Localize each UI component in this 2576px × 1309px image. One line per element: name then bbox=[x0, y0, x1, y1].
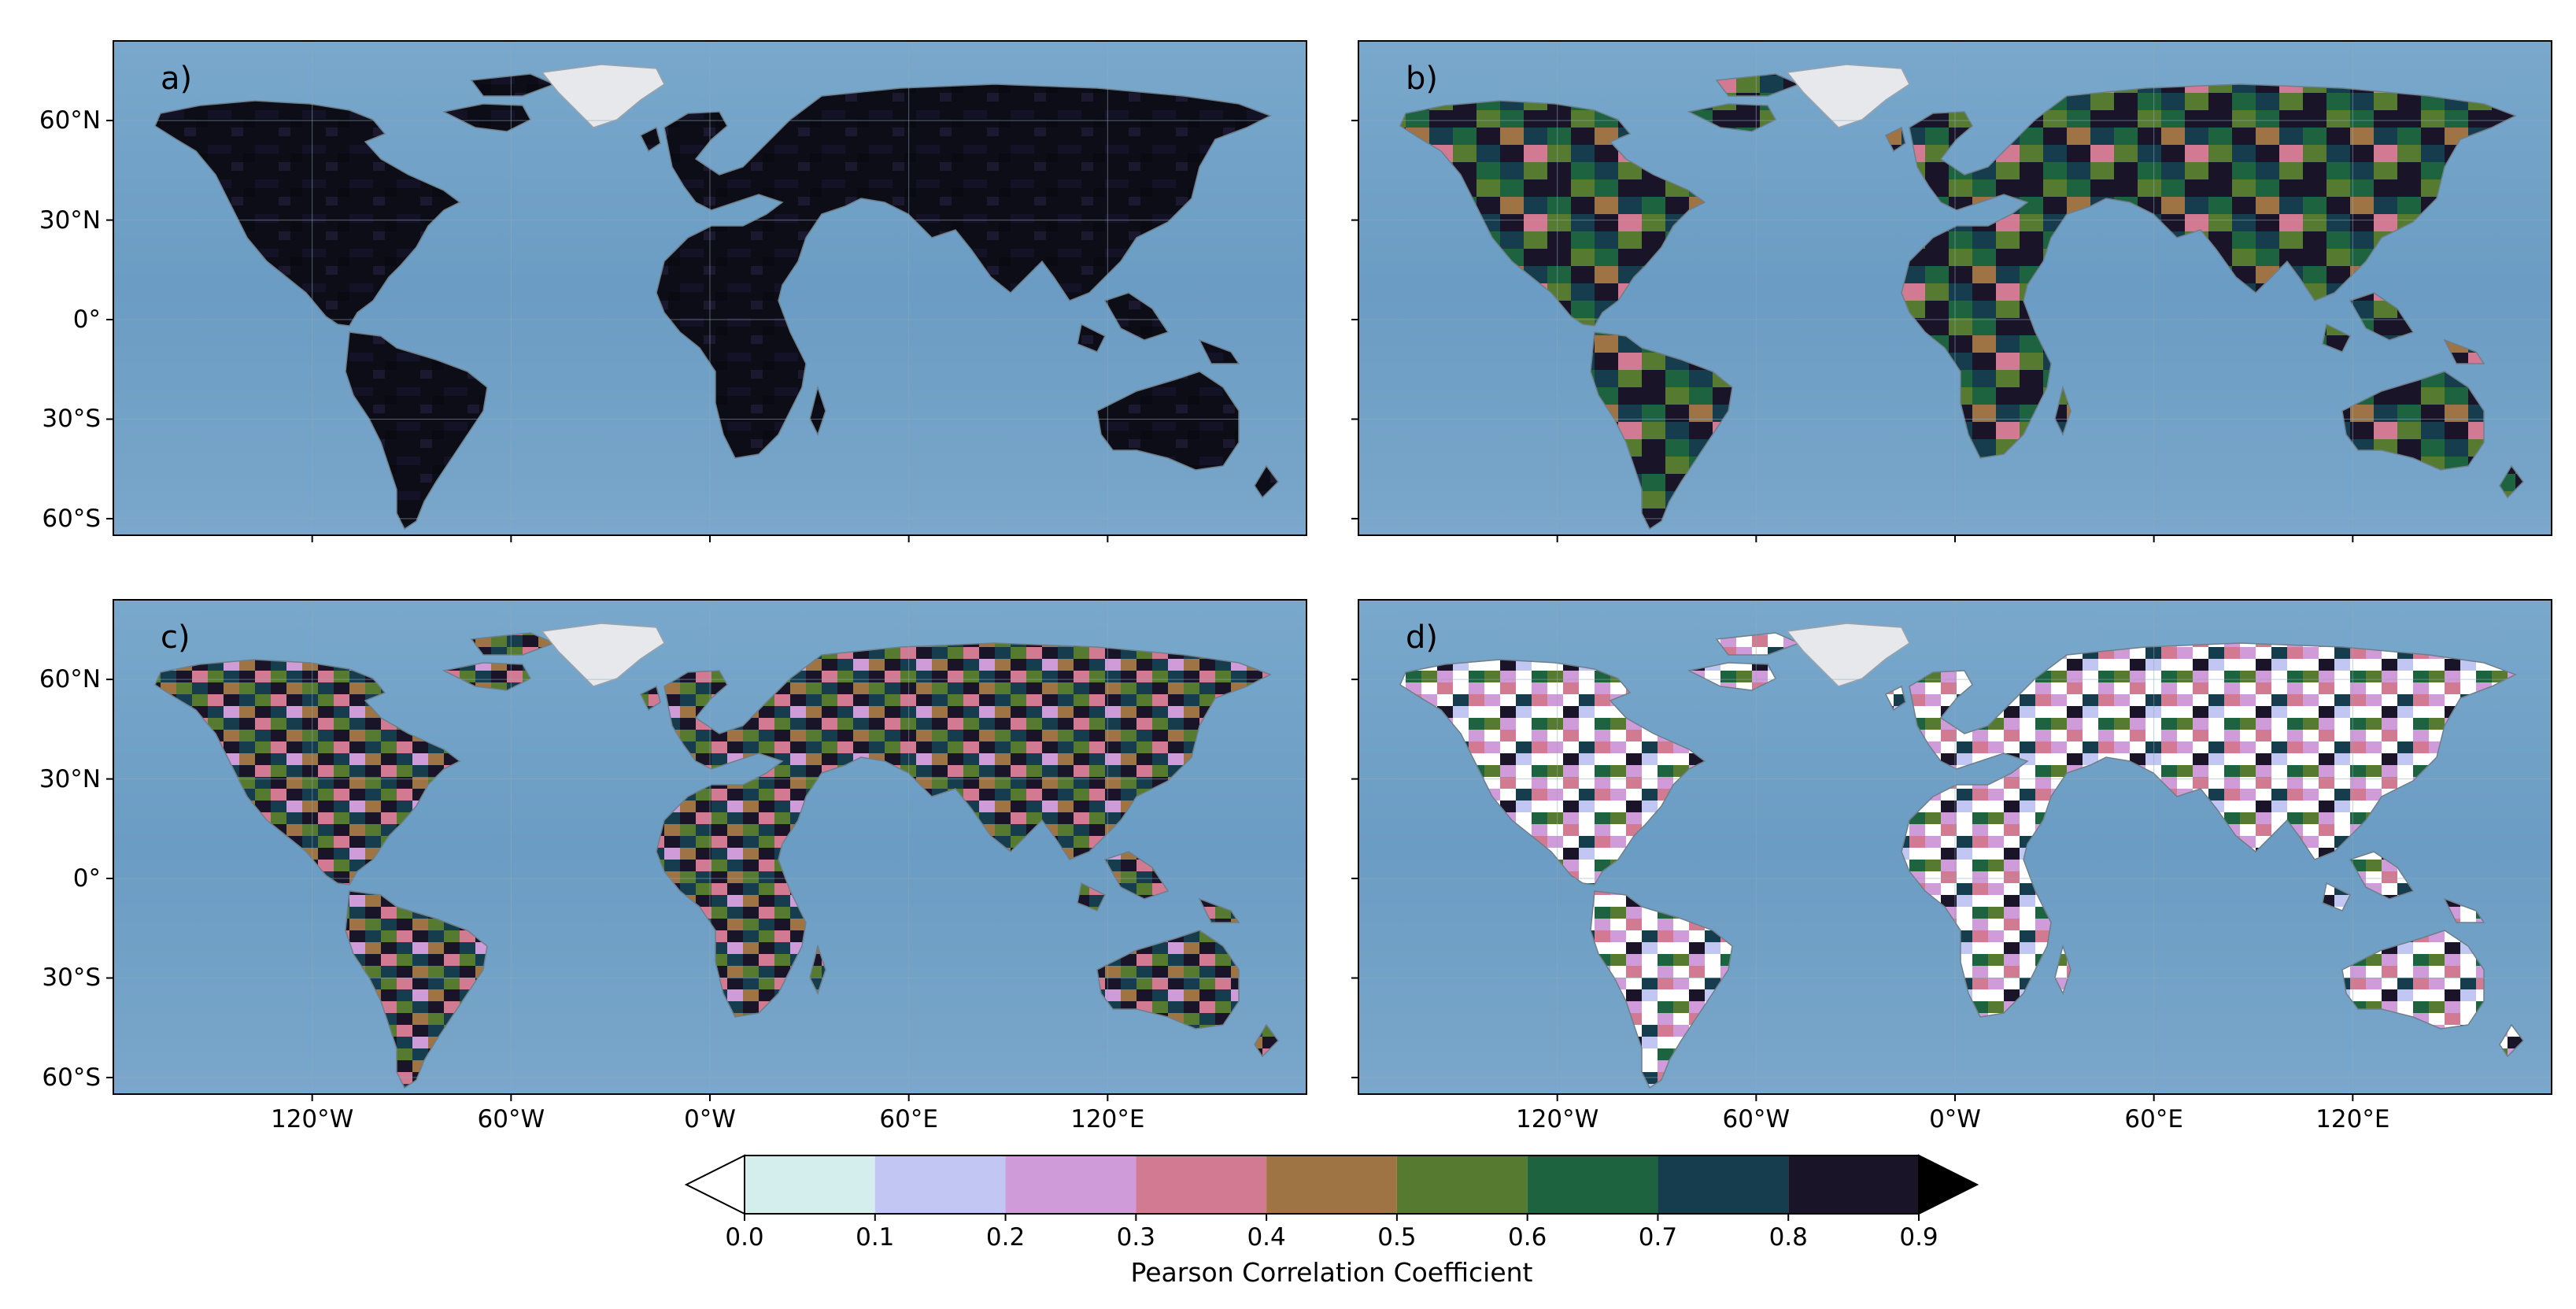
colorbar-bin bbox=[1396, 1156, 1528, 1214]
colorbar-tick-label: 0.2 bbox=[985, 1223, 1026, 1252]
lat-tick-label: 30°N bbox=[39, 205, 101, 235]
panel-label: a) bbox=[161, 61, 193, 97]
lon-tick-label: 120°E bbox=[1070, 1105, 1145, 1133]
lat-tick-label: 60°S bbox=[42, 504, 101, 533]
lat-tick-label: 0° bbox=[72, 864, 101, 893]
lat-tick-label: 0° bbox=[72, 305, 101, 335]
lat-tick-label: 60°N bbox=[39, 665, 101, 694]
panel-label: b) bbox=[1406, 61, 1438, 97]
lat-tick-label: 30°S bbox=[42, 405, 101, 434]
colorbar-bin bbox=[1658, 1156, 1789, 1214]
colorbar-tick-label: 0.6 bbox=[1508, 1223, 1547, 1252]
lon-tick-label: 0°W bbox=[684, 1105, 736, 1133]
colorbar-tick-label: 0.4 bbox=[1247, 1223, 1286, 1252]
colorbar-bin bbox=[745, 1156, 875, 1214]
colorbar-bin bbox=[1005, 1156, 1136, 1214]
lon-tick-label: 120°W bbox=[1515, 1105, 1599, 1133]
greenland-ice bbox=[541, 623, 665, 687]
greenland-ice bbox=[1786, 64, 1910, 128]
map-panel-b bbox=[1351, 40, 2552, 542]
lat-tick-label: 60°S bbox=[42, 1063, 101, 1092]
colorbar-tick-label: 0.1 bbox=[856, 1223, 895, 1252]
colorbar-under-arrow bbox=[684, 1154, 745, 1215]
lon-tick-label: 60°W bbox=[1722, 1105, 1791, 1133]
lon-tick-label: 60°W bbox=[477, 1105, 545, 1133]
map-panel-d bbox=[1351, 599, 2552, 1101]
lat-tick-label: 30°S bbox=[42, 963, 101, 993]
colorbar-bin bbox=[1527, 1156, 1658, 1214]
greenland-ice bbox=[541, 64, 665, 128]
panel-label: d) bbox=[1406, 619, 1438, 656]
colorbar-tick-label: 0.8 bbox=[1768, 1223, 1808, 1252]
greenland-ice bbox=[1786, 623, 1910, 687]
colorbar-tick-label: 0.0 bbox=[725, 1223, 764, 1252]
colorbar-bin bbox=[1266, 1156, 1397, 1214]
panel-label: c) bbox=[161, 619, 190, 656]
colorbar-over-arrow bbox=[1918, 1154, 1979, 1215]
lat-tick-label: 30°N bbox=[39, 764, 101, 793]
map-panel-c bbox=[106, 599, 1307, 1101]
lon-tick-label: 120°W bbox=[270, 1105, 354, 1133]
map-panel-a bbox=[106, 40, 1307, 542]
colorbar-tick-label: 0.5 bbox=[1377, 1223, 1417, 1252]
colorbar-bin bbox=[1788, 1156, 1919, 1214]
colorbar-bin bbox=[1136, 1156, 1267, 1214]
lon-tick-label: 120°E bbox=[2315, 1105, 2390, 1133]
colorbar-tick-label: 0.9 bbox=[1899, 1223, 1938, 1252]
colorbar-title: Pearson Correlation Coefficient bbox=[1130, 1257, 1533, 1288]
lon-tick-label: 0°W bbox=[1929, 1105, 1981, 1133]
colorbar bbox=[684, 1154, 1979, 1221]
colorbar-tick-label: 0.3 bbox=[1116, 1223, 1155, 1252]
lon-tick-label: 60°E bbox=[879, 1105, 938, 1133]
colorbar-bin bbox=[874, 1156, 1006, 1214]
lat-tick-label: 60°N bbox=[39, 106, 101, 135]
lon-tick-label: 60°E bbox=[2124, 1105, 2183, 1133]
colorbar-tick-label: 0.7 bbox=[1638, 1223, 1678, 1252]
